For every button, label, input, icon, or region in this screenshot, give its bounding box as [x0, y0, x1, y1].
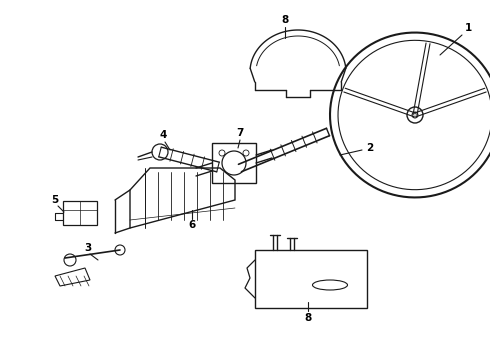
Text: 7: 7 — [236, 128, 244, 138]
Text: 5: 5 — [51, 195, 59, 205]
Text: 8: 8 — [304, 313, 312, 323]
Text: 8: 8 — [281, 15, 289, 25]
Text: 4: 4 — [159, 130, 167, 140]
Text: 3: 3 — [84, 243, 92, 253]
Text: 6: 6 — [188, 220, 196, 230]
Circle shape — [412, 112, 418, 118]
Text: 2: 2 — [367, 143, 374, 153]
Text: 1: 1 — [465, 23, 472, 33]
